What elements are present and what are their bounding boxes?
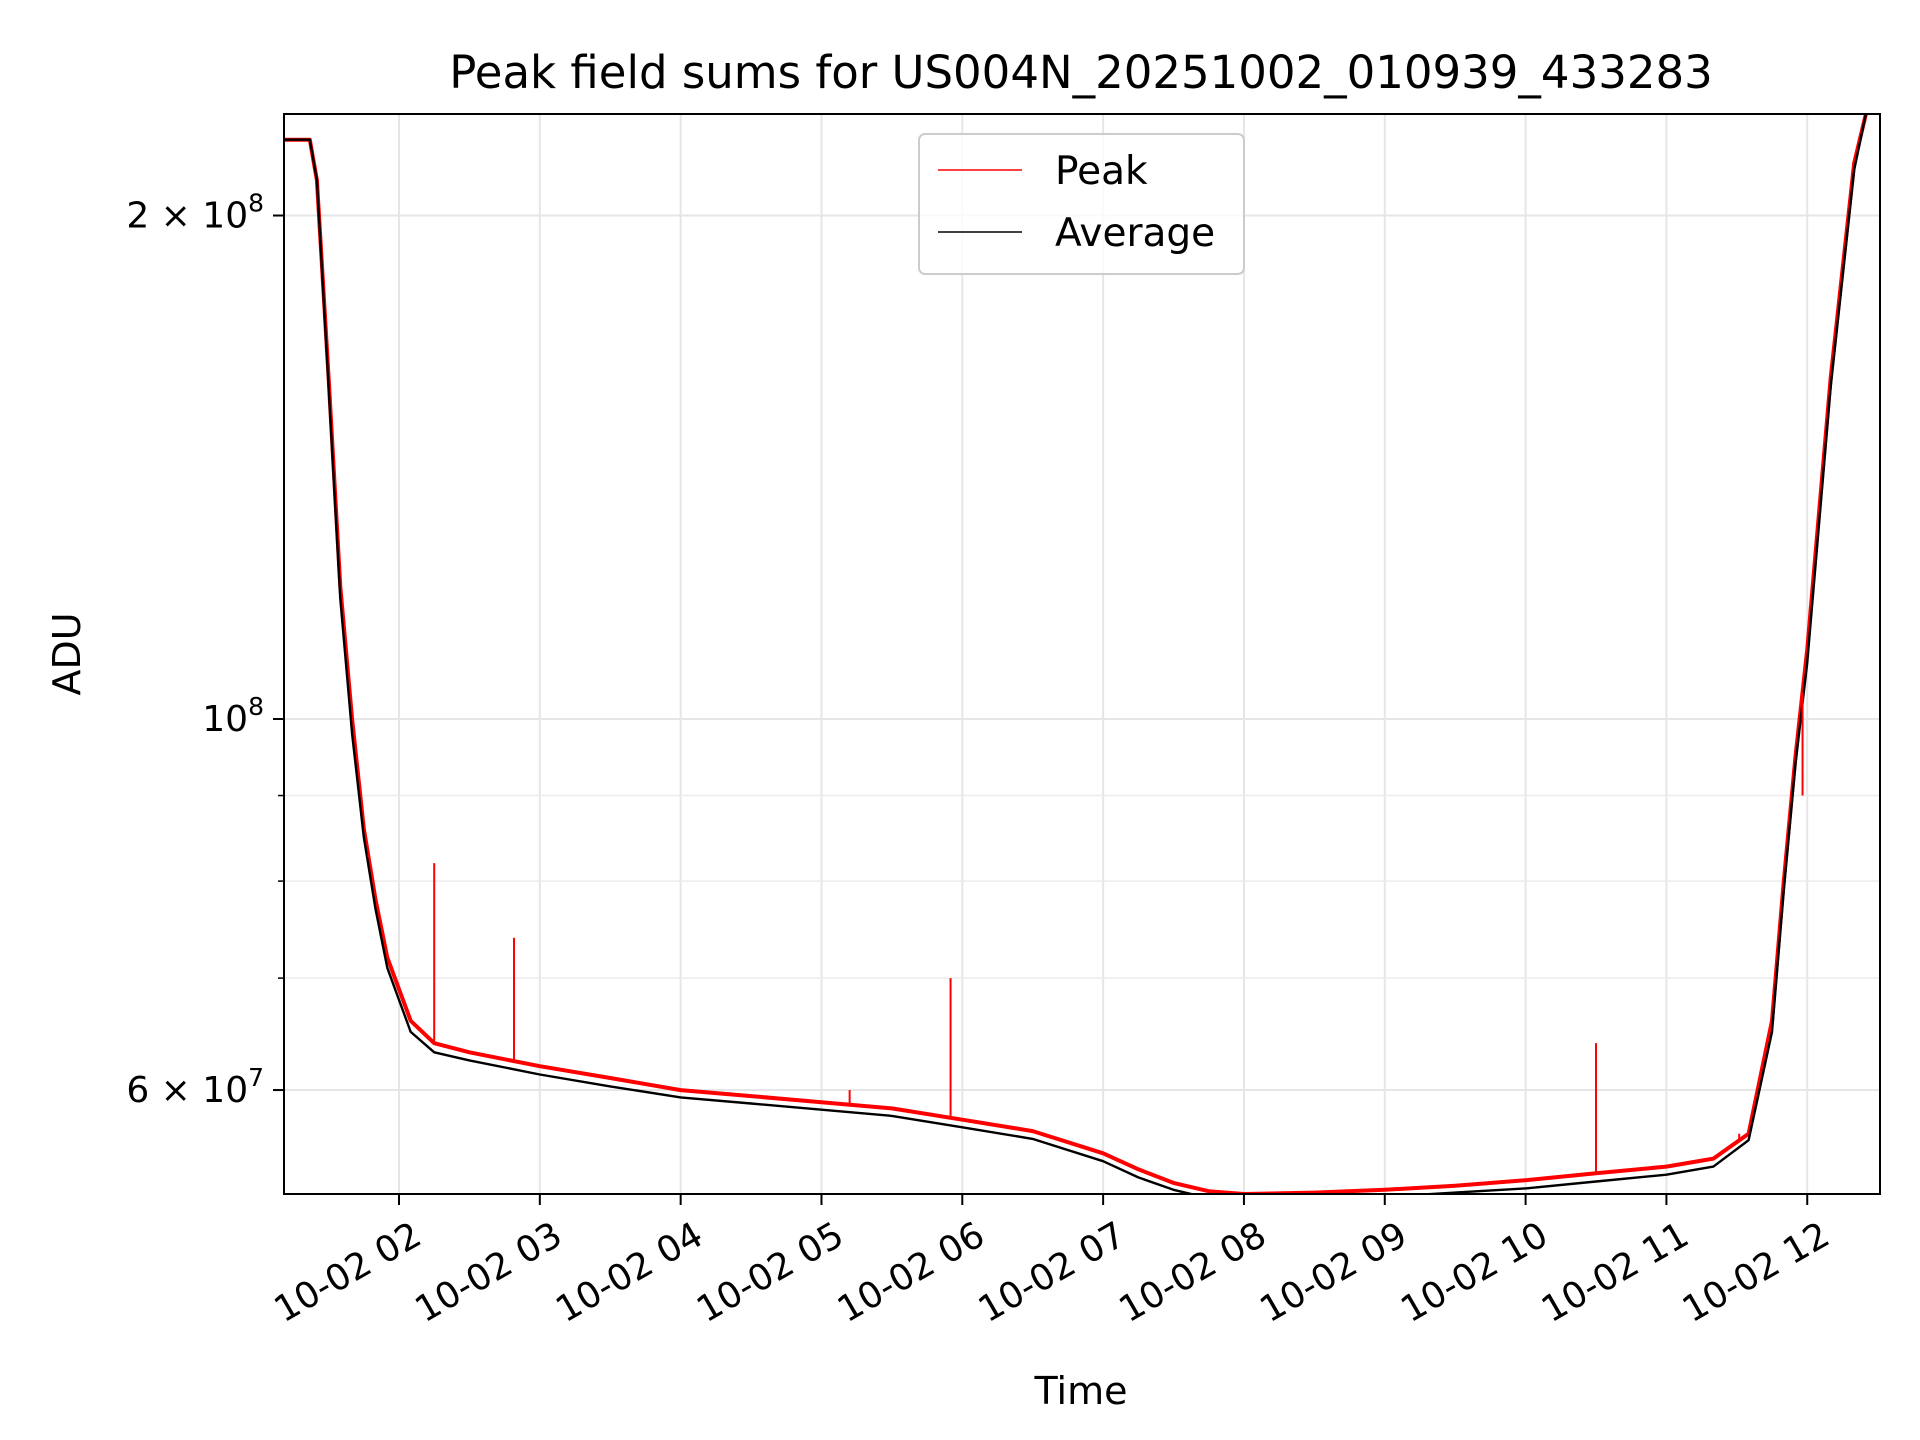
x-tick-label: 10-02 04 [549, 1214, 710, 1330]
y-tick-label: 2 × 108 [126, 189, 264, 237]
grid [284, 114, 1880, 1194]
x-tick-label: 10-02 12 [1676, 1214, 1837, 1330]
y-tick-label: 6 × 107 [126, 1063, 264, 1111]
legend-label-average: Average [1055, 211, 1215, 256]
x-tick-label: 10-02 05 [690, 1214, 851, 1330]
y-tick-label: 108 [202, 692, 264, 740]
legend: Peak Average [918, 133, 1245, 275]
x-tick-label: 10-02 09 [1253, 1214, 1414, 1330]
series-line-peak [284, 114, 1868, 1194]
x-tick-label: 10-02 10 [1394, 1214, 1555, 1330]
x-axis-label: Time [1034, 1369, 1128, 1413]
plot-frame [283, 113, 1881, 1195]
series-layer [284, 114, 1868, 1194]
x-tick-label: 10-02 11 [1535, 1214, 1696, 1330]
x-tick-label: 10-02 03 [408, 1214, 569, 1330]
y-axis: 2 × 108 108 6 × 107 [126, 189, 284, 1111]
legend-box [918, 133, 1245, 275]
x-tick-label: 10-02 02 [268, 1214, 429, 1330]
x-tick-label: 10-02 07 [972, 1214, 1133, 1330]
x-tick-label: 10-02 08 [1113, 1214, 1274, 1330]
legend-label-peak: Peak [1055, 149, 1148, 194]
series-line-average [284, 114, 1868, 1194]
x-tick-label: 10-02 06 [831, 1214, 992, 1330]
chart-title: Peak field sums for US004N_20251002_0109… [449, 46, 1712, 99]
y-axis-label: ADU [45, 612, 89, 695]
